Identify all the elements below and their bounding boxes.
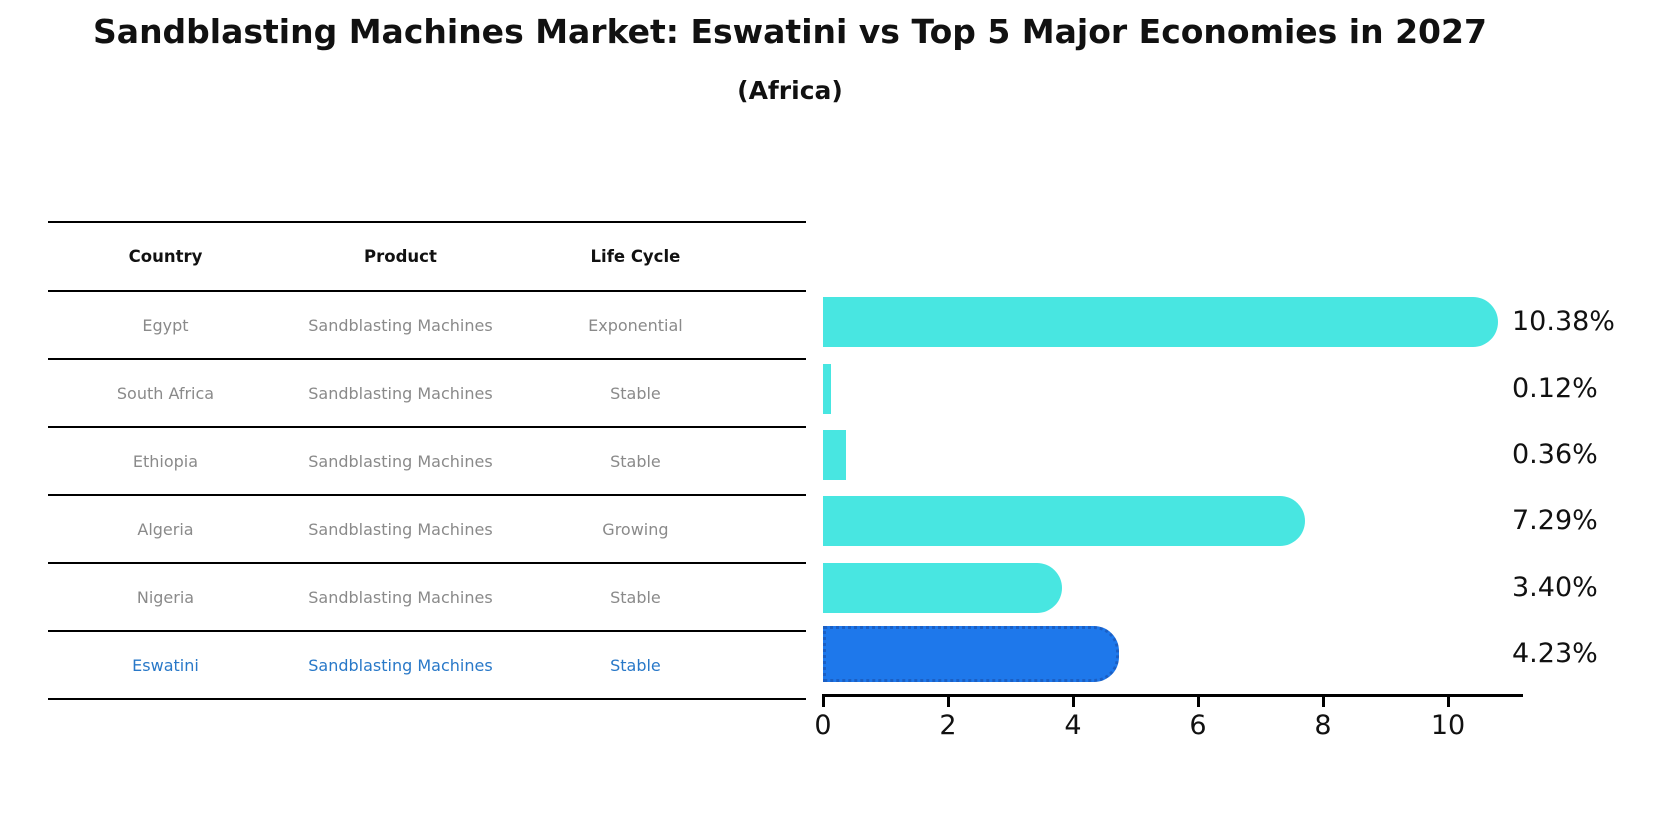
cell-product: Sandblasting Machines: [308, 519, 493, 539]
bar-egypt: [823, 297, 1498, 347]
table-row-south-africa: South Africa Sandblasting Machines Stabl…: [48, 360, 806, 428]
value-label-ethiopia: 0.36%: [1512, 439, 1598, 470]
bar-algeria: [823, 496, 1305, 546]
x-axis-tick: [822, 694, 825, 707]
cell-life-cycle: Stable: [610, 451, 661, 471]
value-label-algeria: 7.29%: [1512, 505, 1598, 536]
cell-product: Sandblasting Machines: [308, 655, 493, 675]
value-label-south-africa: 0.12%: [1512, 373, 1598, 404]
cell-life-cycle: Stable: [610, 655, 661, 675]
column-header-country: Country: [128, 247, 203, 266]
cell-life-cycle: Growing: [602, 519, 669, 539]
country-table: Country Product Life Cycle Egypt Sandbla…: [48, 221, 806, 700]
cell-country: Ethiopia: [132, 451, 199, 471]
table-header-row: Country Product Life Cycle: [48, 223, 806, 292]
table-row-nigeria: Nigeria Sandblasting Machines Stable: [48, 564, 806, 632]
x-axis-tick: [947, 694, 950, 707]
page-title: Sandblasting Machines Market: Eswatini v…: [93, 12, 1487, 51]
bar-south-africa: [823, 364, 831, 414]
column-header-life-cycle: Life Cycle: [590, 247, 681, 266]
cell-country: Eswatini: [132, 655, 199, 675]
x-axis-tick-label: 2: [939, 710, 957, 741]
x-axis-tick: [1197, 694, 1200, 707]
x-axis-tick: [1447, 694, 1450, 707]
cell-country: Egypt: [142, 315, 189, 335]
cell-product: Sandblasting Machines: [308, 315, 493, 335]
column-header-product: Product: [364, 247, 437, 266]
table-row-egypt: Egypt Sandblasting Machines Exponential: [48, 292, 806, 360]
cell-life-cycle: Exponential: [588, 315, 683, 335]
x-axis-tick-label: 10: [1430, 710, 1466, 741]
cell-country: Algeria: [137, 519, 194, 539]
value-label-eswatini: 4.23%: [1512, 638, 1598, 669]
cell-life-cycle: Stable: [610, 587, 661, 607]
bar-nigeria: [823, 563, 1062, 613]
cell-country: South Africa: [116, 383, 215, 403]
x-axis-tick-label: 6: [1189, 710, 1207, 741]
x-axis-tick-label: 4: [1064, 710, 1082, 741]
cell-product: Sandblasting Machines: [308, 383, 493, 403]
cell-product: Sandblasting Machines: [308, 451, 493, 471]
x-axis-line: [823, 694, 1523, 697]
x-axis-tick-label: 0: [814, 710, 832, 741]
table-row-algeria: Algeria Sandblasting Machines Growing: [48, 496, 806, 564]
page-subtitle: (Africa): [737, 76, 843, 105]
cell-country: Nigeria: [136, 587, 195, 607]
bar-eswatini-highlighted: [823, 626, 1120, 682]
table-row-eswatini-highlighted: Eswatini Sandblasting Machines Stable: [48, 632, 806, 700]
value-label-nigeria: 3.40%: [1512, 572, 1598, 603]
bar-ethiopia: [823, 430, 846, 480]
cell-product: Sandblasting Machines: [308, 587, 493, 607]
x-axis-tick: [1322, 694, 1325, 707]
value-label-egypt: 10.38%: [1512, 306, 1615, 337]
table-row-ethiopia: Ethiopia Sandblasting Machines Stable: [48, 428, 806, 496]
x-axis-tick-label: 8: [1314, 710, 1332, 741]
x-axis-tick: [1072, 694, 1075, 707]
cell-life-cycle: Stable: [610, 383, 661, 403]
